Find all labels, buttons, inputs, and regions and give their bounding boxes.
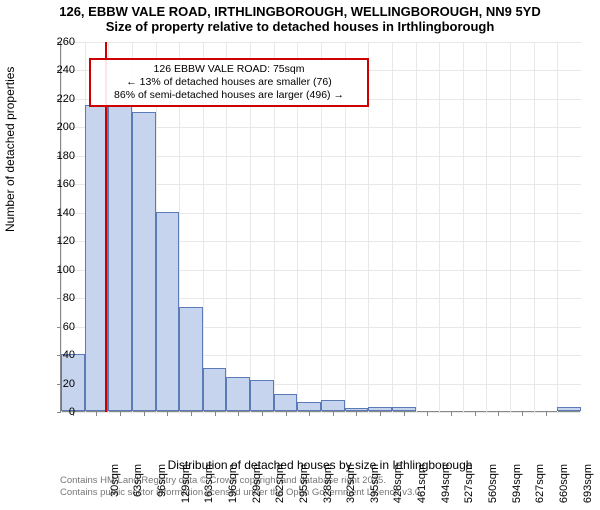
y-tick-label: 40: [45, 349, 75, 361]
x-tick-label: 594sqm: [511, 464, 523, 510]
gridline-v: [439, 42, 440, 412]
x-tick-label: 63sqm: [132, 464, 144, 510]
histogram-bar: [297, 402, 321, 411]
gridline-v: [486, 42, 487, 412]
histogram-bar: [156, 212, 180, 411]
y-tick-label: 260: [45, 36, 75, 48]
x-tick-label: 362sqm: [345, 464, 357, 510]
x-tick-label: 461sqm: [416, 464, 428, 510]
annotation-line-3: 86% of semi-detached houses are larger (…: [97, 89, 361, 102]
x-tick-label: 96sqm: [156, 464, 168, 510]
gridline-h: [61, 412, 581, 413]
y-axis-label: Number of detached properties: [3, 67, 17, 232]
y-tick-label: 240: [45, 64, 75, 76]
y-tick-label: 220: [45, 93, 75, 105]
histogram-bar: [179, 307, 203, 411]
x-tick-label: 262sqm: [274, 464, 286, 510]
x-tick-label: 494sqm: [440, 464, 452, 510]
gridline-v: [557, 42, 558, 412]
histogram-bar: [108, 105, 132, 411]
y-tick-label: 100: [45, 264, 75, 276]
x-tick-label: 196sqm: [227, 464, 239, 510]
histogram-bar: [274, 394, 298, 411]
histogram-bar: [557, 407, 581, 411]
title-line-1: 126, EBBW VALE ROAD, IRTHLINGBOROUGH, WE…: [0, 0, 600, 19]
y-tick-label: 60: [45, 321, 75, 333]
histogram-bar: [203, 368, 227, 411]
histogram-bar: [392, 407, 416, 411]
gridline-v: [416, 42, 417, 412]
y-tick-label: 200: [45, 121, 75, 133]
y-tick-label: 180: [45, 150, 75, 162]
x-tick-label: 627sqm: [534, 464, 546, 510]
x-tick-label: 229sqm: [251, 464, 263, 510]
histogram-bar: [250, 380, 274, 411]
histogram-bar: [368, 407, 392, 411]
x-tick-label: 163sqm: [203, 464, 215, 510]
y-tick-label: 140: [45, 207, 75, 219]
histogram-bar: [132, 112, 156, 411]
x-tick-label: 527sqm: [463, 464, 475, 510]
gridline-v: [392, 42, 393, 412]
gridline-v: [463, 42, 464, 412]
y-tick-label: 80: [45, 292, 75, 304]
y-tick-label: 0: [45, 406, 75, 418]
x-tick-label: 693sqm: [582, 464, 594, 510]
annotation-box: 126 EBBW VALE ROAD: 75sqm← 13% of detach…: [89, 58, 369, 107]
x-tick-label: 328sqm: [322, 464, 334, 510]
gridline-v: [534, 42, 535, 412]
y-tick-label: 120: [45, 235, 75, 247]
plot-region: 126 EBBW VALE ROAD: 75sqm← 13% of detach…: [60, 42, 580, 412]
histogram-bar: [345, 408, 369, 411]
chart-area: 126 EBBW VALE ROAD: 75sqm← 13% of detach…: [60, 42, 580, 412]
histogram-bar: [321, 400, 345, 411]
x-tick-label: 129sqm: [180, 464, 192, 510]
x-tick-label: 560sqm: [487, 464, 499, 510]
x-tick-label: 395sqm: [369, 464, 381, 510]
x-tick-label: 428sqm: [392, 464, 404, 510]
gridline-v: [510, 42, 511, 412]
y-tick-label: 160: [45, 178, 75, 190]
annotation-line-2: ← 13% of detached houses are smaller (76…: [97, 76, 361, 89]
chart-container: 126, EBBW VALE ROAD, IRTHLINGBOROUGH, WE…: [0, 0, 600, 500]
y-tick-label: 20: [45, 378, 75, 390]
x-tick-label: 660sqm: [558, 464, 570, 510]
histogram-bar: [226, 377, 250, 411]
x-tick-label: 30sqm: [109, 464, 121, 510]
annotation-line-1: 126 EBBW VALE ROAD: 75sqm: [97, 63, 361, 76]
title-line-2: Size of property relative to detached ho…: [0, 19, 600, 34]
x-tick-label: 295sqm: [298, 464, 310, 510]
